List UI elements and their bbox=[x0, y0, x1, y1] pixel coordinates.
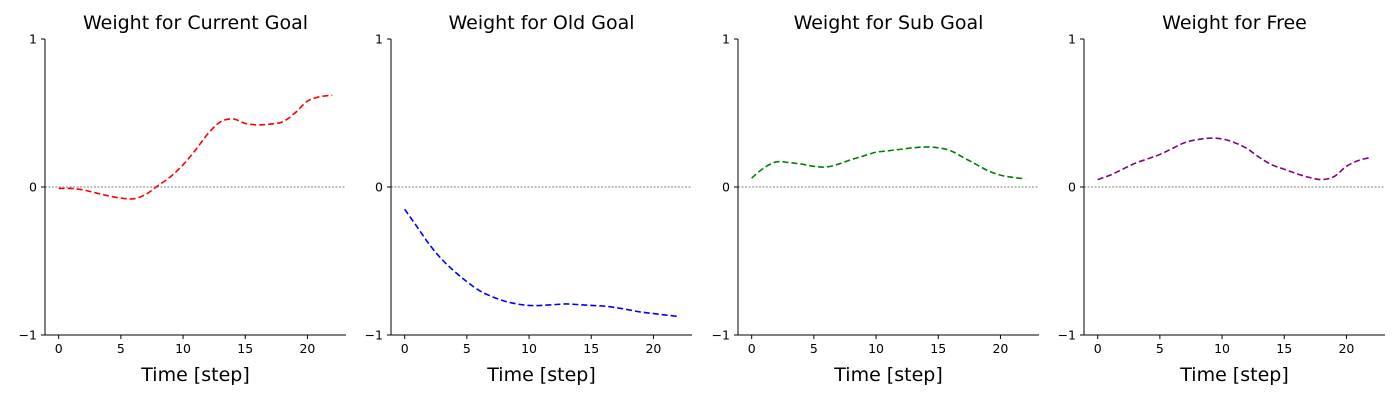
x-tick-label: 15 bbox=[583, 341, 599, 356]
series-line bbox=[404, 208, 679, 318]
x-tick-label: 5 bbox=[1156, 341, 1164, 356]
y-tick-label: 0 bbox=[375, 180, 383, 195]
x-tick-label: 20 bbox=[645, 341, 661, 356]
y-tick-label: 1 bbox=[375, 32, 383, 47]
x-axis-label: Time [step] bbox=[140, 364, 249, 386]
x-axis-label: Time [step] bbox=[833, 364, 942, 386]
x-tick-label: 5 bbox=[810, 341, 818, 356]
series-line bbox=[1097, 137, 1372, 181]
y-tick-label: 1 bbox=[1068, 32, 1076, 47]
x-tick-label: 20 bbox=[299, 341, 315, 356]
chart-panel-1: Weight for Current Goal 0 5 10 15 20 −1 0 1 Time … bbox=[19, 12, 346, 386]
chart-title: Weight for Sub Goal bbox=[794, 12, 984, 34]
chart-title: Weight for Current Goal bbox=[83, 12, 308, 34]
x-tick-label: 0 bbox=[748, 341, 756, 356]
chart-panel-4: Weight for Free 0 5 10 15 20 −1 0 1 Time [step] bbox=[1058, 12, 1385, 386]
y-tick-label: 0 bbox=[1068, 180, 1076, 195]
x-tick-label: 15 bbox=[237, 341, 253, 356]
x-tick-label: 20 bbox=[1338, 341, 1354, 356]
y-tick-label: −1 bbox=[1058, 328, 1076, 343]
x-tick-label: 5 bbox=[117, 341, 125, 356]
chart-panel-2: Weight for Old Goal 0 5 10 15 20 −1 0 1 Time [ste… bbox=[365, 12, 692, 386]
y-tick-label: −1 bbox=[365, 328, 383, 343]
x-tick-label: 0 bbox=[55, 341, 63, 356]
x-tick-label: 10 bbox=[1214, 341, 1230, 356]
x-tick-label: 0 bbox=[401, 341, 409, 356]
chart-title: Weight for Old Goal bbox=[448, 12, 634, 34]
y-tick-label: −1 bbox=[19, 328, 37, 343]
x-tick-label: 5 bbox=[463, 341, 471, 356]
y-tick-label: −1 bbox=[712, 328, 730, 343]
x-tick-label: 15 bbox=[930, 341, 946, 356]
y-tick-label: 1 bbox=[722, 32, 730, 47]
x-axis-label: Time [step] bbox=[1179, 364, 1288, 386]
x-tick-label: 15 bbox=[1276, 341, 1292, 356]
series-line bbox=[58, 94, 333, 200]
y-tick-label: 1 bbox=[29, 32, 37, 47]
chart-title: Weight for Free bbox=[1162, 12, 1307, 34]
x-tick-label: 0 bbox=[1094, 341, 1102, 356]
x-tick-label: 20 bbox=[992, 341, 1008, 356]
x-axis-label: Time [step] bbox=[486, 364, 595, 386]
x-tick-label: 10 bbox=[868, 341, 884, 356]
series-line bbox=[751, 146, 1026, 180]
chart-panel-3: Weight for Sub Goal 0 5 10 15 20 −1 0 1 Time [ste… bbox=[712, 12, 1039, 386]
x-tick-label: 10 bbox=[175, 341, 191, 356]
y-tick-label: 0 bbox=[29, 180, 37, 195]
x-tick-label: 10 bbox=[521, 341, 537, 356]
y-tick-label: 0 bbox=[722, 180, 730, 195]
